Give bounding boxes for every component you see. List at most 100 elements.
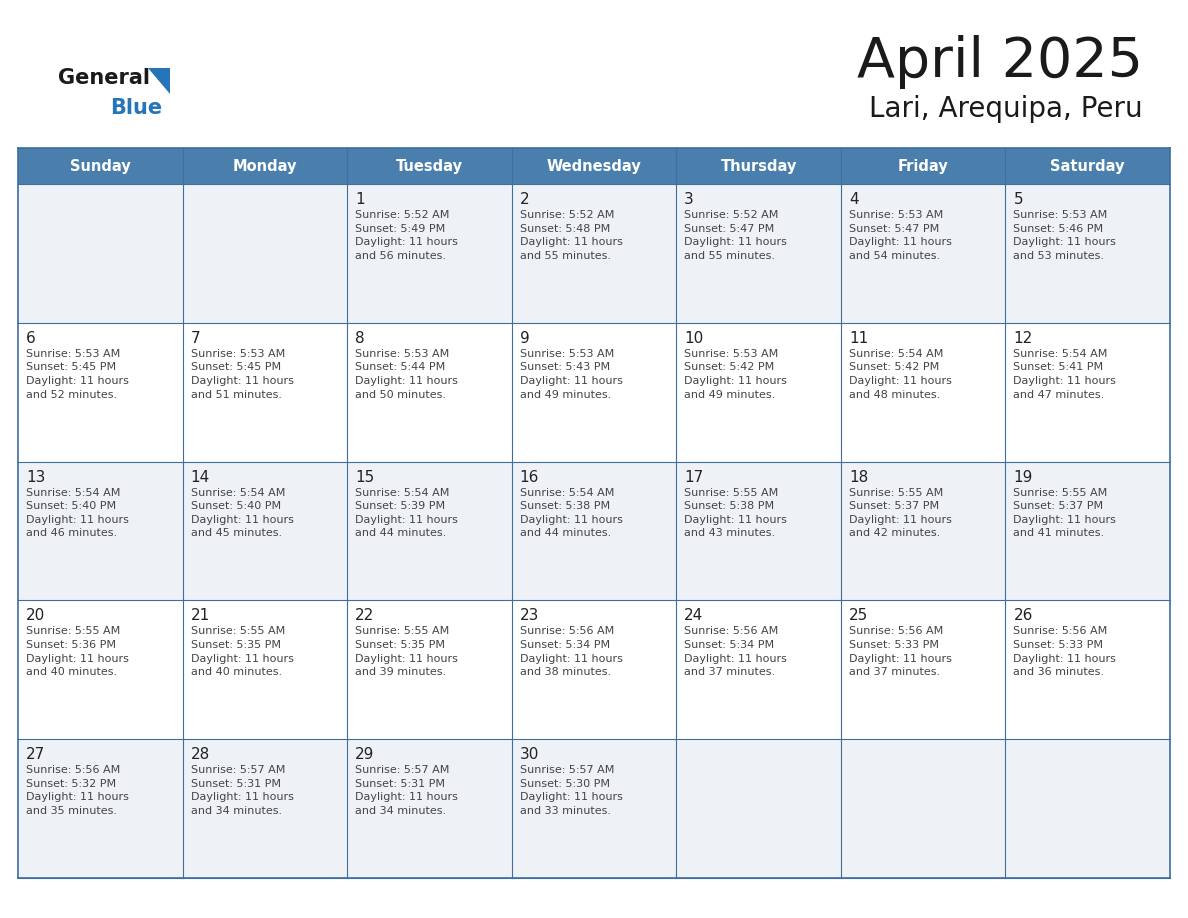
Bar: [347, 739, 512, 878]
Bar: [676, 600, 841, 739]
Bar: [347, 600, 512, 739]
Text: Sunrise: 5:56 AM
Sunset: 5:34 PM
Daylight: 11 hours
and 38 minutes.: Sunrise: 5:56 AM Sunset: 5:34 PM Dayligh…: [519, 626, 623, 677]
Text: Tuesday: Tuesday: [396, 159, 463, 174]
Bar: [676, 739, 841, 878]
Text: Sunrise: 5:54 AM
Sunset: 5:40 PM
Daylight: 11 hours
and 45 minutes.: Sunrise: 5:54 AM Sunset: 5:40 PM Dayligh…: [190, 487, 293, 538]
Bar: [347, 323, 512, 462]
Text: Sunrise: 5:53 AM
Sunset: 5:46 PM
Daylight: 11 hours
and 53 minutes.: Sunrise: 5:53 AM Sunset: 5:46 PM Dayligh…: [1013, 210, 1117, 261]
Bar: [841, 739, 1005, 878]
Text: Sunrise: 5:53 AM
Sunset: 5:45 PM
Daylight: 11 hours
and 51 minutes.: Sunrise: 5:53 AM Sunset: 5:45 PM Dayligh…: [190, 349, 293, 399]
Bar: [676, 184, 841, 323]
Bar: [1005, 600, 1170, 739]
Text: Sunrise: 5:53 AM
Sunset: 5:47 PM
Daylight: 11 hours
and 54 minutes.: Sunrise: 5:53 AM Sunset: 5:47 PM Dayligh…: [849, 210, 952, 261]
Text: 8: 8: [355, 330, 365, 346]
Text: Sunrise: 5:53 AM
Sunset: 5:45 PM
Daylight: 11 hours
and 52 minutes.: Sunrise: 5:53 AM Sunset: 5:45 PM Dayligh…: [26, 349, 128, 399]
Text: 10: 10: [684, 330, 703, 346]
Text: Sunrise: 5:56 AM
Sunset: 5:33 PM
Daylight: 11 hours
and 36 minutes.: Sunrise: 5:56 AM Sunset: 5:33 PM Dayligh…: [1013, 626, 1117, 677]
Text: 1: 1: [355, 192, 365, 207]
Text: 2: 2: [519, 192, 530, 207]
Text: 5: 5: [1013, 192, 1023, 207]
Text: Blue: Blue: [110, 98, 162, 118]
Bar: [841, 184, 1005, 323]
Text: Sunrise: 5:55 AM
Sunset: 5:37 PM
Daylight: 11 hours
and 42 minutes.: Sunrise: 5:55 AM Sunset: 5:37 PM Dayligh…: [849, 487, 952, 538]
Text: 6: 6: [26, 330, 36, 346]
Bar: [512, 323, 676, 462]
Text: Lari, Arequipa, Peru: Lari, Arequipa, Peru: [870, 95, 1143, 123]
Text: 3: 3: [684, 192, 694, 207]
Text: Sunrise: 5:55 AM
Sunset: 5:37 PM
Daylight: 11 hours
and 41 minutes.: Sunrise: 5:55 AM Sunset: 5:37 PM Dayligh…: [1013, 487, 1117, 538]
Text: 21: 21: [190, 609, 210, 623]
Text: 28: 28: [190, 747, 210, 762]
Text: Sunrise: 5:56 AM
Sunset: 5:33 PM
Daylight: 11 hours
and 37 minutes.: Sunrise: 5:56 AM Sunset: 5:33 PM Dayligh…: [849, 626, 952, 677]
Text: April 2025: April 2025: [857, 35, 1143, 89]
Text: 30: 30: [519, 747, 539, 762]
Text: Sunday: Sunday: [70, 159, 131, 174]
Bar: [1005, 184, 1170, 323]
Bar: [347, 462, 512, 600]
Bar: [841, 462, 1005, 600]
Bar: [347, 184, 512, 323]
Text: Monday: Monday: [233, 159, 297, 174]
Bar: [18, 739, 183, 878]
Text: Friday: Friday: [898, 159, 948, 174]
Text: 15: 15: [355, 470, 374, 485]
Text: 23: 23: [519, 609, 539, 623]
Text: 24: 24: [684, 609, 703, 623]
Text: 27: 27: [26, 747, 45, 762]
Text: Sunrise: 5:53 AM
Sunset: 5:42 PM
Daylight: 11 hours
and 49 minutes.: Sunrise: 5:53 AM Sunset: 5:42 PM Dayligh…: [684, 349, 788, 399]
Bar: [183, 739, 347, 878]
Text: Sunrise: 5:53 AM
Sunset: 5:43 PM
Daylight: 11 hours
and 49 minutes.: Sunrise: 5:53 AM Sunset: 5:43 PM Dayligh…: [519, 349, 623, 399]
Text: 9: 9: [519, 330, 530, 346]
Bar: [512, 462, 676, 600]
Text: Sunrise: 5:56 AM
Sunset: 5:34 PM
Daylight: 11 hours
and 37 minutes.: Sunrise: 5:56 AM Sunset: 5:34 PM Dayligh…: [684, 626, 788, 677]
Text: 14: 14: [190, 470, 210, 485]
Text: 26: 26: [1013, 609, 1032, 623]
Text: 25: 25: [849, 609, 868, 623]
Text: Sunrise: 5:55 AM
Sunset: 5:35 PM
Daylight: 11 hours
and 39 minutes.: Sunrise: 5:55 AM Sunset: 5:35 PM Dayligh…: [355, 626, 459, 677]
Text: 20: 20: [26, 609, 45, 623]
Text: 7: 7: [190, 330, 201, 346]
Bar: [183, 184, 347, 323]
Text: 19: 19: [1013, 470, 1032, 485]
Text: Sunrise: 5:57 AM
Sunset: 5:31 PM
Daylight: 11 hours
and 34 minutes.: Sunrise: 5:57 AM Sunset: 5:31 PM Dayligh…: [355, 766, 459, 816]
Bar: [512, 739, 676, 878]
Text: Sunrise: 5:53 AM
Sunset: 5:44 PM
Daylight: 11 hours
and 50 minutes.: Sunrise: 5:53 AM Sunset: 5:44 PM Dayligh…: [355, 349, 459, 399]
Text: Sunrise: 5:55 AM
Sunset: 5:38 PM
Daylight: 11 hours
and 43 minutes.: Sunrise: 5:55 AM Sunset: 5:38 PM Dayligh…: [684, 487, 788, 538]
Bar: [183, 462, 347, 600]
Text: Sunrise: 5:57 AM
Sunset: 5:30 PM
Daylight: 11 hours
and 33 minutes.: Sunrise: 5:57 AM Sunset: 5:30 PM Dayligh…: [519, 766, 623, 816]
Bar: [18, 184, 183, 323]
Text: Sunrise: 5:54 AM
Sunset: 5:40 PM
Daylight: 11 hours
and 46 minutes.: Sunrise: 5:54 AM Sunset: 5:40 PM Dayligh…: [26, 487, 128, 538]
Text: Sunrise: 5:52 AM
Sunset: 5:47 PM
Daylight: 11 hours
and 55 minutes.: Sunrise: 5:52 AM Sunset: 5:47 PM Dayligh…: [684, 210, 788, 261]
Text: Sunrise: 5:52 AM
Sunset: 5:49 PM
Daylight: 11 hours
and 56 minutes.: Sunrise: 5:52 AM Sunset: 5:49 PM Dayligh…: [355, 210, 459, 261]
Bar: [841, 323, 1005, 462]
Text: General: General: [58, 68, 150, 88]
Bar: [183, 323, 347, 462]
Bar: [841, 600, 1005, 739]
Text: 13: 13: [26, 470, 45, 485]
Bar: [1005, 739, 1170, 878]
Bar: [18, 148, 1170, 184]
Text: Sunrise: 5:57 AM
Sunset: 5:31 PM
Daylight: 11 hours
and 34 minutes.: Sunrise: 5:57 AM Sunset: 5:31 PM Dayligh…: [190, 766, 293, 816]
Text: Wednesday: Wednesday: [546, 159, 642, 174]
Text: Saturday: Saturday: [1050, 159, 1125, 174]
Text: Thursday: Thursday: [720, 159, 797, 174]
Text: 22: 22: [355, 609, 374, 623]
Text: 18: 18: [849, 470, 868, 485]
Bar: [1005, 462, 1170, 600]
Text: Sunrise: 5:54 AM
Sunset: 5:39 PM
Daylight: 11 hours
and 44 minutes.: Sunrise: 5:54 AM Sunset: 5:39 PM Dayligh…: [355, 487, 459, 538]
Bar: [18, 462, 183, 600]
Bar: [676, 323, 841, 462]
Text: 4: 4: [849, 192, 859, 207]
Bar: [676, 462, 841, 600]
Text: Sunrise: 5:52 AM
Sunset: 5:48 PM
Daylight: 11 hours
and 55 minutes.: Sunrise: 5:52 AM Sunset: 5:48 PM Dayligh…: [519, 210, 623, 261]
Bar: [18, 323, 183, 462]
Text: Sunrise: 5:54 AM
Sunset: 5:42 PM
Daylight: 11 hours
and 48 minutes.: Sunrise: 5:54 AM Sunset: 5:42 PM Dayligh…: [849, 349, 952, 399]
Text: Sunrise: 5:54 AM
Sunset: 5:38 PM
Daylight: 11 hours
and 44 minutes.: Sunrise: 5:54 AM Sunset: 5:38 PM Dayligh…: [519, 487, 623, 538]
Bar: [512, 600, 676, 739]
Text: 17: 17: [684, 470, 703, 485]
Bar: [18, 600, 183, 739]
Text: Sunrise: 5:55 AM
Sunset: 5:35 PM
Daylight: 11 hours
and 40 minutes.: Sunrise: 5:55 AM Sunset: 5:35 PM Dayligh…: [190, 626, 293, 677]
Polygon shape: [148, 68, 170, 94]
Text: 29: 29: [355, 747, 374, 762]
Bar: [1005, 323, 1170, 462]
